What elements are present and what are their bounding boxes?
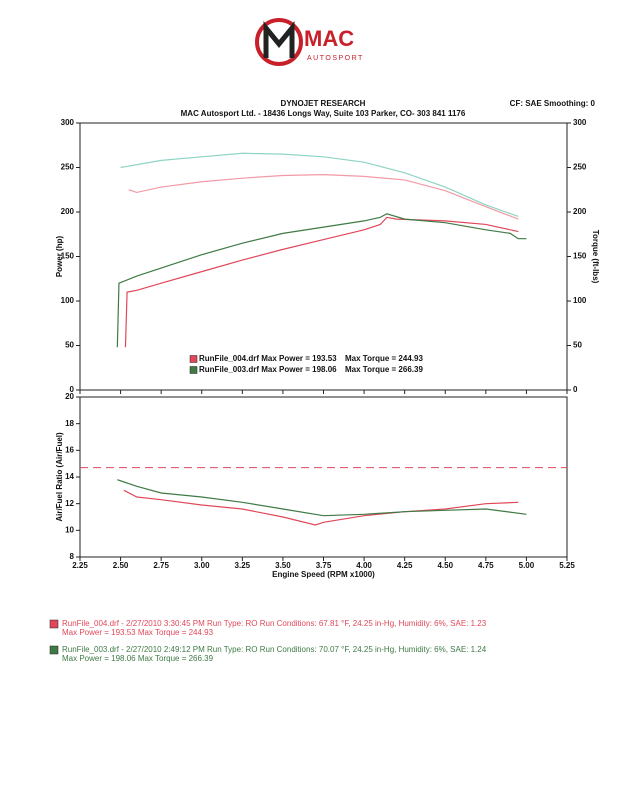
y-tick-label: 250 bbox=[61, 163, 75, 172]
footer-swatch bbox=[49, 645, 59, 655]
y-tick-label: 50 bbox=[65, 341, 74, 350]
x-tick-label: 2.50 bbox=[113, 561, 129, 570]
y2-tick-label: 50 bbox=[573, 341, 582, 350]
y-tick-label: 8 bbox=[70, 552, 75, 561]
footer-line: RunFile_004.drf - 2/27/2010 3:30:45 PM R… bbox=[62, 619, 487, 628]
footer-line: Max Power = 193.53 Max Torque = 244.93 bbox=[62, 628, 214, 637]
series-line bbox=[124, 216, 519, 348]
x-tick-label: 5.25 bbox=[559, 561, 575, 570]
logo-main: MAC bbox=[304, 26, 354, 51]
y-tick-label: 14 bbox=[65, 472, 74, 481]
y2-tick-label: 150 bbox=[573, 252, 587, 261]
logo-mark bbox=[263, 20, 295, 58]
y-tick-label: 0 bbox=[70, 385, 75, 394]
logo-ring bbox=[255, 18, 303, 66]
y2-tick-label: 200 bbox=[573, 207, 587, 216]
legend-torque: Max Torque = 244.93 bbox=[345, 354, 423, 363]
x-tick-label: 4.75 bbox=[478, 561, 494, 570]
x-tick-label: 3.00 bbox=[194, 561, 210, 570]
series-line bbox=[123, 489, 519, 526]
y2-tick-label: 250 bbox=[573, 163, 587, 172]
y-tick-label: 16 bbox=[65, 445, 74, 454]
x-tick-label: 5.00 bbox=[519, 561, 535, 570]
y2-tick-label: 100 bbox=[573, 296, 587, 305]
footer-line: Max Power = 198.06 Max Torque = 266.39 bbox=[62, 654, 214, 663]
y2-tick-label: 300 bbox=[573, 118, 587, 127]
report-title: DYNOJET RESEARCH bbox=[281, 99, 366, 108]
series-line bbox=[128, 174, 519, 220]
y-tick-label: 18 bbox=[65, 419, 74, 428]
series-line bbox=[116, 213, 527, 348]
y2-axis-title: Torque (ft-lbs) bbox=[591, 230, 600, 284]
footer-swatch bbox=[49, 619, 59, 629]
y-tick-label: 20 bbox=[65, 392, 74, 401]
legend-torque: Max Torque = 266.39 bbox=[345, 365, 423, 374]
y-axis-title: Power (hp) bbox=[55, 236, 64, 278]
y-tick-label: 100 bbox=[61, 296, 75, 305]
x-tick-label: 4.50 bbox=[437, 561, 453, 570]
address: MAC Autosport Ltd. - 18436 Longs Way, Su… bbox=[181, 109, 466, 118]
y-axis-title: Air/Fuel Ratio (Air/Fuel) bbox=[55, 432, 64, 522]
x-tick-label: 4.25 bbox=[397, 561, 413, 570]
x-tick-label: 2.75 bbox=[153, 561, 169, 570]
x-tick-label: 2.25 bbox=[72, 561, 88, 570]
y2-tick-label: 0 bbox=[573, 385, 578, 394]
y-tick-label: 300 bbox=[61, 118, 75, 127]
x-tick-label: 3.25 bbox=[235, 561, 251, 570]
legend-label: RunFile_003.drf Max Power = 198.06 bbox=[199, 365, 337, 374]
legend-label: RunFile_004.drf Max Power = 193.53 bbox=[199, 354, 337, 363]
x-axis-title: Engine Speed (RPM x1000) bbox=[272, 570, 375, 579]
x-tick-label: 3.50 bbox=[275, 561, 291, 570]
legend-swatch bbox=[189, 366, 198, 374]
settings: CF: SAE Smoothing: 0 bbox=[510, 99, 596, 108]
y-tick-label: 12 bbox=[65, 499, 74, 508]
legend-swatch bbox=[189, 355, 198, 363]
x-tick-label: 3.75 bbox=[316, 561, 332, 570]
y-tick-label: 10 bbox=[65, 525, 74, 534]
series-line bbox=[120, 152, 519, 218]
logo: MAC AUTOSPORT bbox=[255, 18, 364, 66]
x-tick-label: 4.00 bbox=[356, 561, 372, 570]
y-tick-label: 150 bbox=[61, 252, 75, 261]
footer-line: RunFile_003.drf - 2/27/2010 2:49:12 PM R… bbox=[62, 645, 487, 654]
series-line bbox=[117, 479, 527, 517]
logo-sub: AUTOSPORT bbox=[307, 55, 364, 62]
y-tick-label: 200 bbox=[61, 207, 75, 216]
